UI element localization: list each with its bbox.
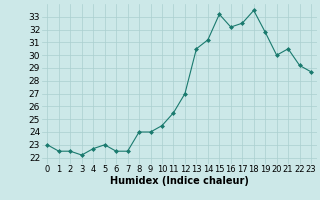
X-axis label: Humidex (Indice chaleur): Humidex (Indice chaleur) (110, 176, 249, 186)
